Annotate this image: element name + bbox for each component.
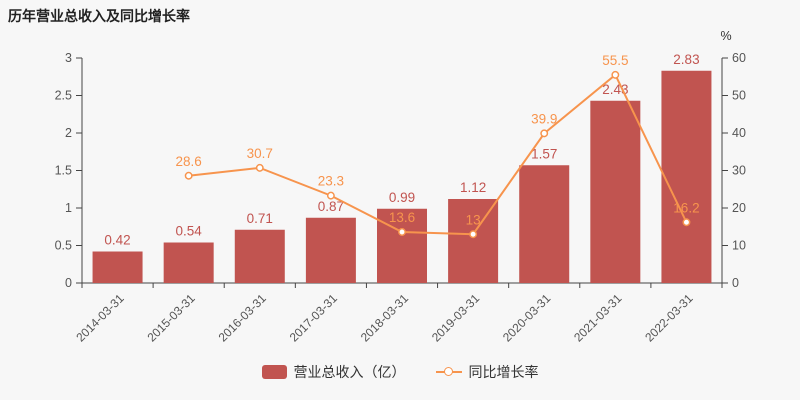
x-tick-label: 2016-03-31 (216, 291, 270, 345)
bar[interactable] (234, 229, 285, 283)
bar-value-label: 0.42 (104, 233, 130, 248)
line-value-label: 28.6 (176, 154, 202, 169)
x-tick-label: 2019-03-31 (429, 291, 483, 345)
y-tick-label-left: 1.5 (55, 164, 72, 178)
y-tick-label-right: 10 (732, 239, 746, 253)
x-tick-label: 2021-03-31 (571, 291, 625, 345)
y-tick-label-right: 0 (732, 276, 739, 290)
bar-value-label: 0.87 (318, 199, 344, 214)
bar[interactable] (448, 199, 499, 283)
bar[interactable] (590, 100, 641, 283)
line-value-label: 55.5 (602, 53, 628, 68)
legend-label-growth: 同比增长率 (468, 364, 539, 380)
bar-value-label: 2.43 (602, 82, 628, 97)
x-tick-label: 2022-03-31 (642, 291, 696, 345)
bar-value-label: 1.57 (531, 146, 557, 161)
legend-label-revenue: 营业总收入（亿） (293, 364, 406, 380)
line-point[interactable] (184, 171, 193, 180)
y-tick-label-left: 0.5 (55, 239, 72, 253)
bar-value-label: 2.83 (673, 52, 699, 67)
right-axis-unit: % (720, 29, 731, 43)
bar-value-label: 0.54 (176, 224, 203, 239)
line-point[interactable] (398, 228, 406, 236)
bar[interactable] (661, 70, 712, 283)
bar[interactable] (519, 165, 570, 283)
y-tick-label-right: 40 (732, 126, 746, 140)
line-value-label: 39.9 (531, 111, 557, 126)
line-series (188, 73, 688, 236)
line-point[interactable] (682, 218, 691, 227)
bar[interactable] (92, 251, 143, 284)
y-tick-label-left: 1 (65, 201, 72, 215)
x-tick-label: 2018-03-31 (358, 291, 412, 345)
y-tick-label-left: 2.5 (55, 89, 72, 103)
x-tick-label: 2017-03-31 (287, 291, 341, 345)
y-tick-label-right: 60 (732, 51, 746, 65)
bar-value-label: 0.99 (389, 190, 415, 205)
line-point[interactable] (611, 70, 620, 79)
line-value-label: 23.3 (318, 174, 344, 189)
bar[interactable] (377, 208, 427, 283)
line-point[interactable] (326, 191, 335, 200)
y-tick-label-left: 3 (65, 51, 72, 65)
legend-item-revenue[interactable]: 营业总收入（亿） (261, 362, 406, 382)
x-tick-label: 2015-03-31 (144, 291, 198, 345)
bar-value-label: 1.12 (460, 180, 486, 195)
legend-item-growth[interactable]: 同比增长率 (435, 362, 539, 382)
x-tick-label: 2014-03-31 (73, 291, 127, 345)
chart-title: 历年营业总收入及同比增长率 (8, 8, 190, 24)
line-swatch-icon (435, 367, 462, 377)
bar-value-label: 0.71 (247, 211, 273, 226)
bar-swatch-icon (261, 365, 287, 379)
bar[interactable] (163, 242, 214, 284)
line-point[interactable] (469, 230, 478, 239)
y-tick-label-left: 0 (65, 276, 72, 290)
line-value-label: 13 (466, 212, 481, 227)
y-tick-label-left: 2 (65, 126, 72, 140)
x-tick-label: 2020-03-31 (500, 291, 554, 345)
legend: 营业总收入（亿） 同比增长率 (0, 362, 800, 382)
line-value-label: 30.7 (247, 146, 273, 161)
y-tick-label-right: 30 (732, 164, 746, 178)
line-value-label: 16.2 (673, 200, 699, 215)
bar[interactable] (305, 217, 356, 283)
line-point[interactable] (255, 163, 264, 172)
line-point[interactable] (540, 129, 549, 138)
line-value-label: 13.6 (389, 210, 415, 225)
y-tick-label-right: 50 (732, 89, 746, 103)
y-tick-label-right: 20 (732, 201, 746, 215)
